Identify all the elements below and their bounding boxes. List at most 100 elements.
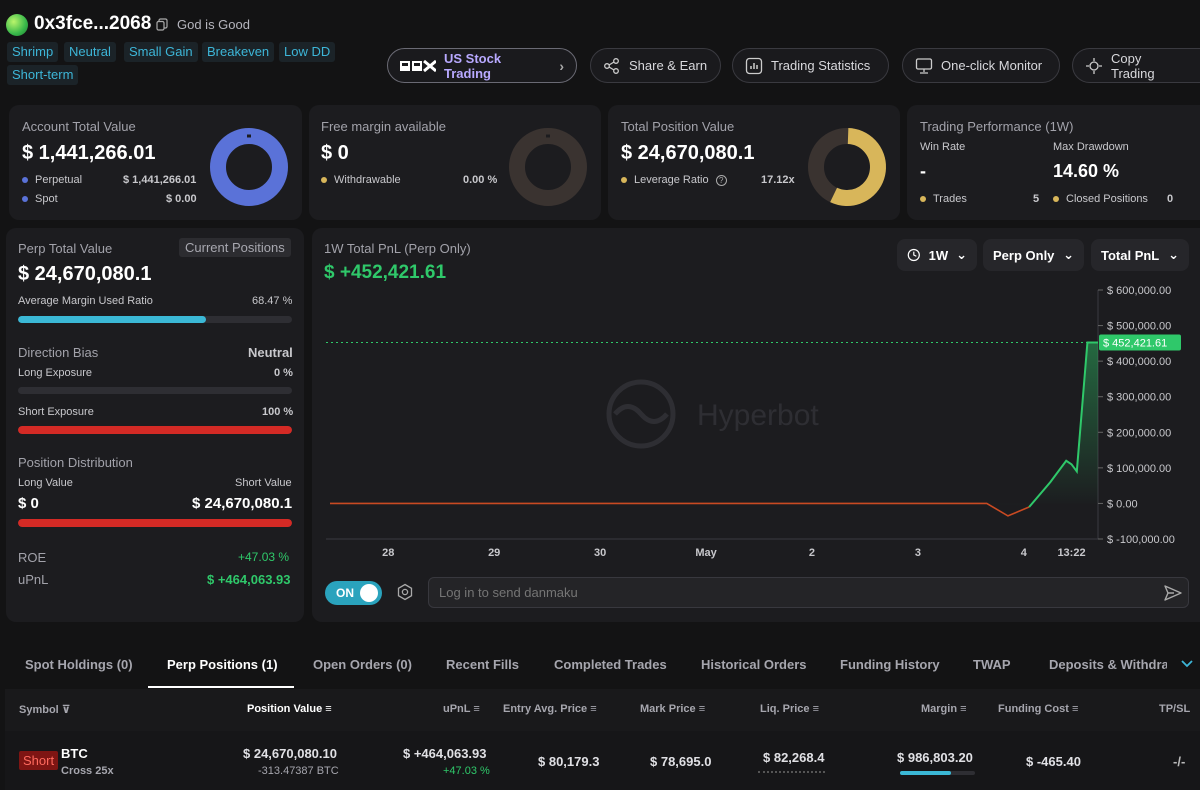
chevron-down-icon[interactable]: [1180, 659, 1194, 669]
perp-total-card: Perp Total Value Current Positions $ 24,…: [6, 228, 304, 622]
perpetual-label: Perpetual: [22, 174, 82, 186]
trading-performance-card: Trading Performance (1W) Win Rate - Max …: [907, 105, 1200, 220]
sort-icon[interactable]: ≡: [960, 703, 967, 715]
share-earn-button[interactable]: Share & Earn: [590, 48, 721, 83]
col-liq-price[interactable]: Liq. Price ≡: [760, 703, 820, 715]
row-position-size: -313.47387 BTC: [258, 765, 339, 777]
danmaku-input[interactable]: [428, 577, 1189, 608]
copy-icon[interactable]: [156, 18, 168, 31]
col-funding-cost[interactable]: Funding Cost ≡: [998, 703, 1079, 715]
long-exposure-bar: [18, 387, 292, 394]
x-tick-label: 28: [382, 547, 394, 559]
tab-completed-trades[interactable]: Completed Trades: [554, 657, 667, 672]
tab-deposits-withdraw[interactable]: Deposits & Withdraw: [1049, 657, 1167, 672]
share-earn-label: Share & Earn: [629, 58, 708, 73]
tab-funding-history[interactable]: Funding History: [840, 657, 940, 672]
col-margin[interactable]: Margin ≡: [921, 703, 967, 715]
withdrawable-value: 0.00 %: [463, 174, 498, 186]
scope-select[interactable]: Perp Only ⌄: [983, 239, 1084, 271]
copy-trading-icon: [1086, 57, 1102, 74]
col-upnl[interactable]: uPnL ≡: [443, 703, 480, 715]
tag-shrimp: Shrimp: [7, 42, 59, 62]
col-mark-price[interactable]: Mark Price ≡: [640, 703, 706, 715]
bbx-logo-icon: [400, 59, 436, 72]
x-tick-label: 4: [1021, 547, 1028, 559]
table-row[interactable]: [5, 731, 1200, 790]
us-stock-trading-label: US Stock Trading: [444, 50, 502, 81]
free-margin-value: $ 0: [321, 142, 349, 164]
tab-open-orders[interactable]: Open Orders (0): [313, 657, 412, 672]
margin-ratio-label: Average Margin Used Ratio: [18, 295, 153, 307]
pnl-chart-title: 1W Total PnL (Perp Only): [324, 241, 471, 256]
wallet-address[interactable]: 0x3fce...2068: [34, 13, 152, 34]
tab-perp-positions[interactable]: Perp Positions (1): [167, 657, 278, 672]
x-tick-label: May: [695, 547, 717, 559]
y-tick-label: $ 600,000.00: [1107, 285, 1171, 297]
total-position-label: Total Position Value: [621, 119, 735, 134]
watermark: Hyperbot: [606, 379, 819, 449]
account-total-card: Account Total Value $ 1,441,266.01 Perpe…: [9, 105, 302, 220]
long-value: $ 0: [18, 495, 39, 512]
metric-select[interactable]: Total PnL ⌄: [1091, 239, 1189, 271]
one-click-monitor-label: One-click Monitor: [941, 58, 1043, 73]
total-position-card: Total Position Value $ 24,670,080.1 Leve…: [608, 105, 900, 220]
row-margin: $ 986,803.20: [897, 750, 973, 765]
tab-historical-orders[interactable]: Historical Orders: [701, 657, 807, 672]
sort-icon[interactable]: ≡: [473, 703, 480, 715]
short-value: $ 24,670,080.1: [192, 495, 293, 512]
spot-label: Spot: [22, 193, 58, 205]
sort-icon[interactable]: ≡: [698, 703, 706, 715]
account-total-value: $ 1,441,266.01: [22, 142, 156, 164]
pnl-chart[interactable]: Hyperbot $ 600,000.00 $ 500,000.00 $ 400,0…: [312, 283, 1200, 573]
current-positions-button[interactable]: Current Positions: [179, 238, 291, 257]
position-distribution-label: Position Distribution: [18, 455, 133, 470]
tab-spot-holdings[interactable]: Spot Holdings (0): [25, 657, 133, 672]
closed-positions-value: 0: [1167, 193, 1174, 205]
y-tick-label: $ 500,000.00: [1107, 321, 1171, 333]
one-click-monitor-button[interactable]: One-click Monitor: [902, 48, 1060, 83]
row-symbol[interactable]: BTC: [61, 746, 88, 761]
sort-icon[interactable]: ≡: [812, 703, 820, 715]
row-upnl-pct: +47.03 %: [443, 765, 490, 777]
x-tick-label: 29: [488, 547, 500, 559]
filter-icon[interactable]: ⊽: [61, 704, 71, 716]
sort-icon[interactable]: ≡: [590, 703, 597, 715]
col-symbol[interactable]: Symbol ⊽: [19, 704, 71, 716]
settings-icon[interactable]: [396, 583, 414, 601]
avatar: [6, 14, 28, 36]
long-exposure-label: Long Exposure: [18, 367, 92, 379]
tab-recent-fills[interactable]: Recent Fills: [446, 657, 519, 672]
pnl-chart-value: $ +452,421.61: [324, 262, 447, 283]
copy-trading-button[interactable]: Copy Trading: [1072, 48, 1200, 83]
trading-statistics-button[interactable]: Trading Statistics: [732, 48, 889, 83]
tag-low-dd: Low DD: [279, 42, 336, 62]
danmaku-toggle[interactable]: ON: [325, 581, 382, 605]
position-donut-chart: [808, 128, 886, 206]
col-entry-price[interactable]: Entry Avg. Price ≡: [503, 703, 597, 715]
upnl-label: uPnL: [18, 572, 49, 587]
perp-total-label: Perp Total Value: [18, 241, 113, 256]
help-icon[interactable]: ?: [715, 175, 727, 186]
row-tpsl[interactable]: -/-: [1173, 754, 1186, 769]
margin-bar: [900, 771, 975, 775]
spot-value: $ 0.00: [166, 193, 197, 205]
scope-label: Perp Only: [993, 247, 1055, 263]
sort-icon[interactable]: ≡: [325, 703, 332, 715]
x-tick-label: 2: [809, 547, 815, 559]
perpetual-value: $ 1,441,266.01: [123, 174, 197, 186]
trades-value: 5: [1033, 193, 1040, 205]
copy-trading-label: Copy Trading: [1111, 50, 1155, 81]
y-tick-label: $ 100,000.00: [1107, 463, 1171, 475]
col-position-value[interactable]: Position Value ≡: [247, 703, 332, 715]
send-icon[interactable]: [1163, 584, 1183, 602]
period-select[interactable]: 1W ⌄: [897, 239, 977, 271]
sort-icon[interactable]: ≡: [1071, 703, 1079, 715]
wallet-nickname: God is Good: [177, 17, 250, 32]
leverage-ratio-value: 17.12x: [761, 174, 795, 186]
us-stock-trading-button[interactable]: US Stock Trading ›: [387, 48, 577, 83]
upnl-value: $ +464,063.93: [207, 572, 291, 587]
win-rate-label: Win Rate: [920, 141, 966, 153]
row-funding-cost: $ -465.40: [1026, 754, 1081, 769]
watermark-text: Hyperbot: [697, 399, 819, 432]
tab-twap[interactable]: TWAP: [973, 657, 1011, 672]
